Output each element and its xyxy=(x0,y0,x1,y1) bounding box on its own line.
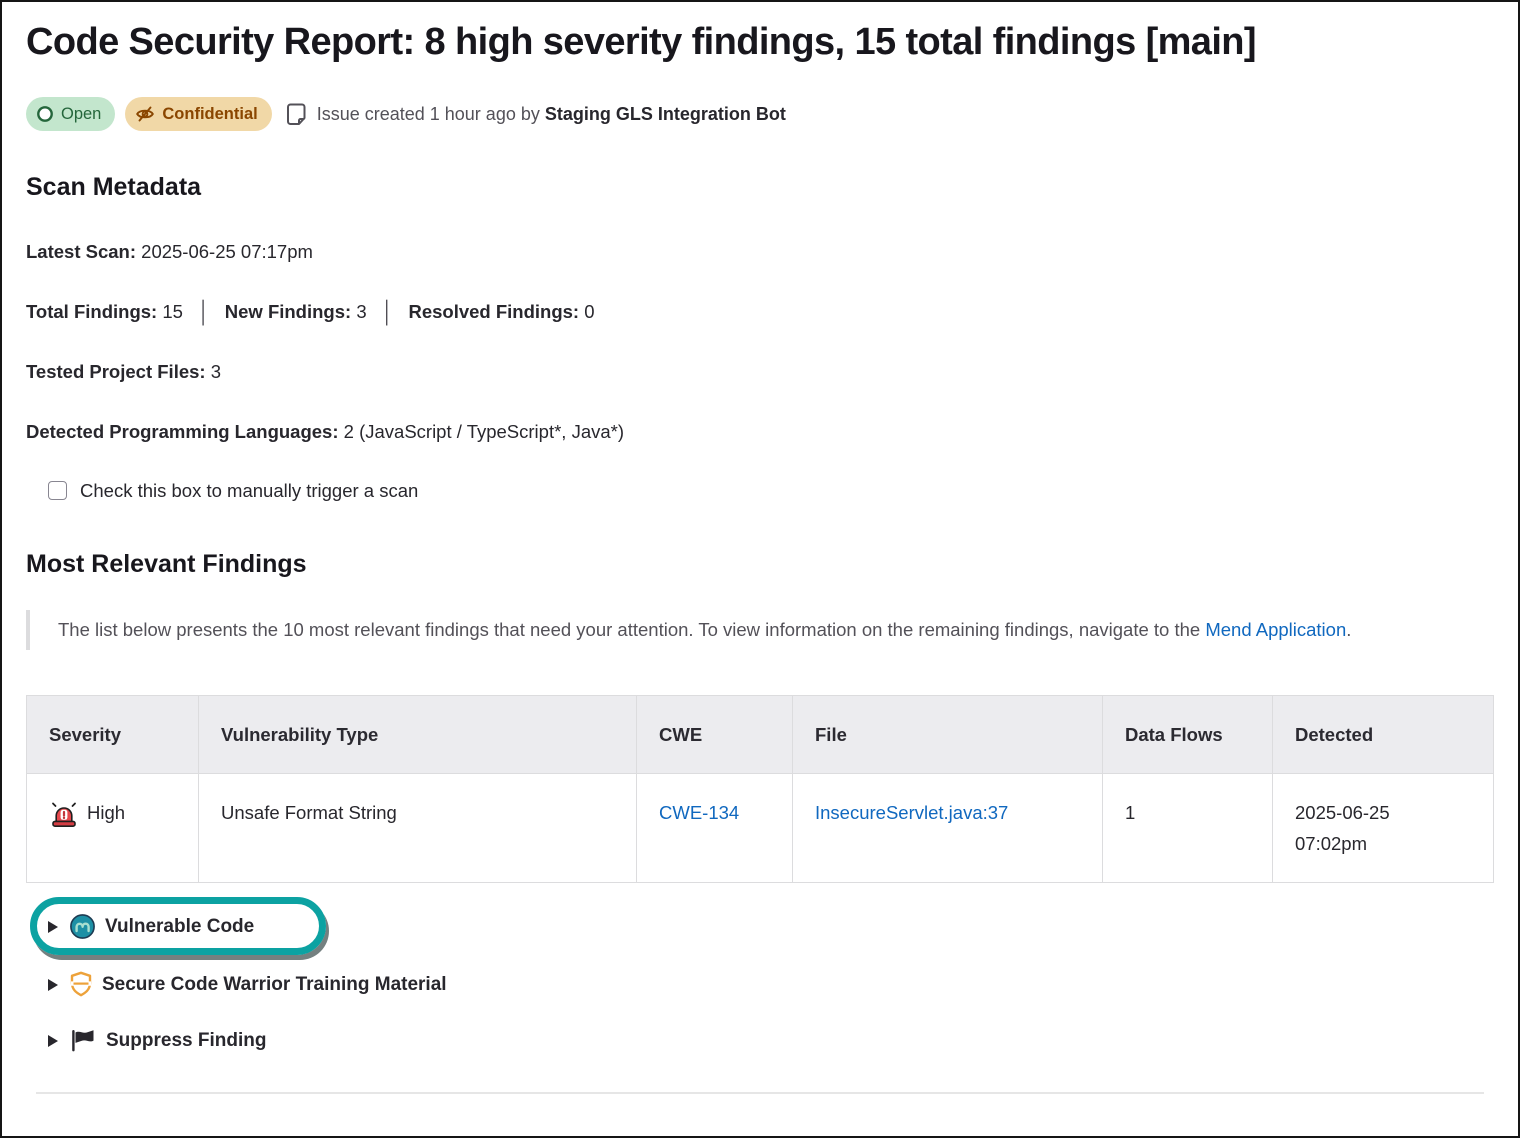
tested-files-line: Tested Project Files: 3 xyxy=(26,360,1494,384)
manual-scan-checkbox[interactable] xyxy=(48,481,67,501)
findings-table-header-row: Severity Vulnerability Type CWE File Dat… xyxy=(26,695,1494,775)
expand-caret-icon xyxy=(48,978,58,991)
new-findings-value: 3 xyxy=(356,300,367,322)
eye-slash-icon xyxy=(135,104,155,124)
mend-logo-icon xyxy=(69,913,96,940)
latest-scan-line: Latest Scan: 2025-06-25 07:17pm xyxy=(26,240,1494,264)
manual-scan-checkbox-row: Check this box to manually trigger a sca… xyxy=(48,480,1494,502)
file-link[interactable]: InsecureServlet.java:37 xyxy=(815,802,1009,824)
flag-icon xyxy=(69,1029,97,1053)
detected-languages-value: 2 (JavaScript / TypeScript*, Java*) xyxy=(343,420,625,442)
issue-type-icon xyxy=(286,102,309,127)
issue-page: Code Security Report: 8 high severity fi… xyxy=(2,2,1518,1095)
resolved-findings-label: Resolved Findings: xyxy=(408,300,580,322)
file-cell: InsecureServlet.java:37 xyxy=(792,773,1103,884)
column-header-detected: Detected xyxy=(1272,695,1494,775)
shield-icon xyxy=(69,971,93,998)
section-vulnerable-code[interactable]: Vulnerable Code xyxy=(30,897,326,956)
issue-created-prefix: Issue created 1 hour ago by xyxy=(316,103,540,124)
findings-note: The list below presents the 10 most rele… xyxy=(26,610,1494,651)
page-title: Code Security Report: 8 high severity fi… xyxy=(26,21,1257,63)
tested-files-label: Tested Project Files: xyxy=(26,360,206,382)
findings-table: Severity Vulnerability Type CWE File Dat… xyxy=(26,695,1494,884)
column-header-file: File xyxy=(792,695,1103,775)
separator: │ xyxy=(198,299,210,324)
resolved-findings-value: 0 xyxy=(584,300,595,322)
vulnerability-type-cell: Unsafe Format String xyxy=(198,773,637,884)
column-header-severity: Severity xyxy=(26,695,199,775)
column-header-data-flows: Data Flows xyxy=(1102,695,1273,775)
detected-languages-line: Detected Programming Languages: 2 (JavaS… xyxy=(26,420,1494,444)
detected-time: 07:02pm xyxy=(1295,833,1367,855)
manual-scan-checkbox-label: Check this box to manually trigger a sca… xyxy=(80,479,419,501)
latest-scan-value: 2025-06-25 07:17pm xyxy=(141,240,313,262)
issue-created-text: Issue created 1 hour ago by Staging GLS … xyxy=(317,104,786,125)
mend-application-link[interactable]: Mend Application xyxy=(1205,619,1347,641)
section-secure-code-warrior[interactable]: Secure Code Warrior Training Material xyxy=(48,971,447,998)
issue-author: Staging GLS Integration Bot xyxy=(544,103,786,124)
cwe-link[interactable]: CWE-134 xyxy=(659,802,740,824)
column-header-cwe: CWE xyxy=(636,695,793,775)
detected-languages-label: Detected Programming Languages: xyxy=(26,420,339,442)
total-findings-value: 15 xyxy=(162,300,183,322)
expand-caret-icon xyxy=(48,920,58,933)
findings-count-line: Total Findings: 15 │ New Findings: 3 │ R… xyxy=(26,299,1494,324)
cwe-cell: CWE-134 xyxy=(636,773,793,884)
separator: │ xyxy=(381,299,394,324)
comment-section-divider xyxy=(36,1092,1484,1095)
confidential-badge-label: Confidential xyxy=(162,104,258,123)
severity-cell: High xyxy=(26,773,199,884)
scan-metadata-heading: Scan Metadata xyxy=(26,173,202,202)
tested-files-value: 3 xyxy=(210,360,222,382)
total-findings-label: Total Findings: xyxy=(26,300,158,322)
status-badge-open-label: Open xyxy=(61,104,102,123)
detected-date: 2025-06-25 xyxy=(1295,802,1390,824)
section-suppress-finding[interactable]: Suppress Finding xyxy=(48,1029,266,1053)
most-relevant-findings-heading: Most Relevant Findings xyxy=(26,549,307,578)
data-flows-cell: 1 xyxy=(1102,773,1273,884)
issue-open-circle-icon xyxy=(36,105,54,123)
findings-note-text: The list below presents the 10 most rele… xyxy=(58,619,1201,641)
section-label: Suppress Finding xyxy=(106,1030,267,1052)
siren-icon xyxy=(49,798,79,828)
expand-caret-icon xyxy=(48,1035,58,1048)
status-badge-open: Open xyxy=(26,97,116,132)
findings-note-suffix: . xyxy=(1346,619,1352,641)
section-label: Vulnerable Code xyxy=(105,915,255,937)
detected-cell: 2025-06-25 07:02pm xyxy=(1272,773,1494,884)
table-row: High Unsafe Format String CWE-134 Insecu… xyxy=(26,773,1494,884)
section-label: Secure Code Warrior Training Material xyxy=(102,973,447,995)
confidential-badge: Confidential xyxy=(125,97,272,132)
issue-status-row: Open Confidential Issue created 1 hour a… xyxy=(26,97,1494,132)
new-findings-label: New Findings: xyxy=(224,300,352,322)
column-header-vulnerability-type: Vulnerability Type xyxy=(198,695,637,775)
finding-detail-sections: Vulnerable Code Secure Code Warrior Trai… xyxy=(30,897,1494,1053)
latest-scan-label: Latest Scan: xyxy=(26,240,137,262)
severity-value: High xyxy=(87,802,126,824)
